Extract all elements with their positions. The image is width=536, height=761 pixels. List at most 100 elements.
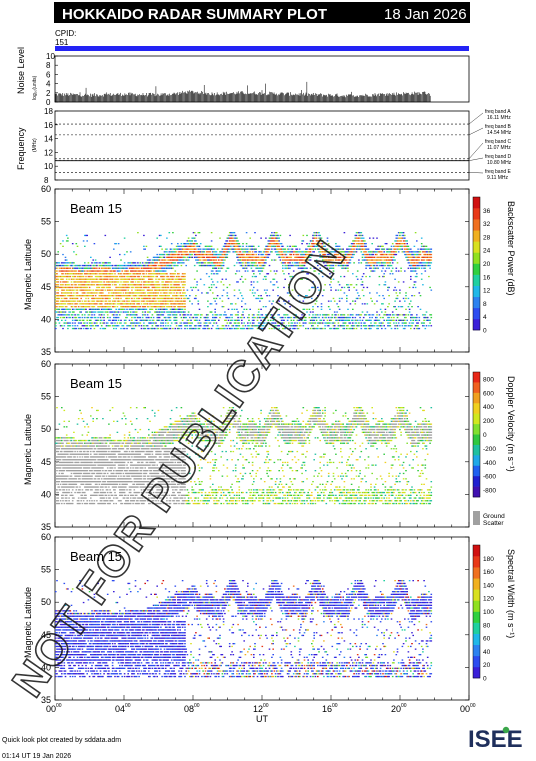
scatter-cell <box>320 240 323 242</box>
scatter-cell <box>326 262 329 264</box>
scatter-cell <box>331 316 334 319</box>
scatter-cell <box>121 295 123 297</box>
scatter-cell <box>214 314 216 316</box>
scatter-cell <box>254 259 256 261</box>
scatter-cell <box>148 278 150 280</box>
scatter-cell <box>84 267 86 269</box>
scatter-cell <box>61 262 63 264</box>
scatter-cell <box>265 251 267 253</box>
scatter-cell <box>251 251 254 253</box>
scatter-cell <box>160 245 162 247</box>
scatter-cell <box>271 240 273 242</box>
scatter-cell <box>106 297 109 300</box>
scatter-cell <box>173 256 175 258</box>
scatter-cell <box>167 284 169 286</box>
scatter-cell <box>336 245 338 247</box>
scatter-cell <box>84 278 86 280</box>
scatter-cell <box>109 311 111 313</box>
scatter-cell <box>87 264 90 267</box>
scatter-cell <box>395 289 398 291</box>
frequency-ytick-label: 12 <box>44 148 53 157</box>
scatter-cell <box>100 311 103 313</box>
scatter-cell <box>181 245 184 247</box>
scatter-cell <box>138 322 140 324</box>
scatter-cell <box>256 316 259 319</box>
scatter-cell <box>69 264 72 267</box>
scatter-cell <box>91 270 93 272</box>
scatter-cell <box>70 264 73 267</box>
scatter-cell <box>208 264 210 267</box>
scatter-cell <box>96 267 98 269</box>
scatter-cell <box>297 316 300 319</box>
scatter-cell <box>145 281 148 283</box>
scatter-cell <box>181 300 184 302</box>
scatter-cell <box>84 270 86 272</box>
scatter-cell <box>326 322 329 324</box>
scatter-cell <box>133 262 136 264</box>
scatter-cell <box>282 316 284 319</box>
scatter-cell <box>103 319 105 321</box>
scatter-cell <box>134 311 137 313</box>
scatter-cell <box>261 264 264 267</box>
scatter-cell <box>370 322 372 324</box>
scatter-cell <box>115 311 117 313</box>
scatter-cell <box>286 264 289 267</box>
scatter-cell <box>92 325 94 327</box>
scatter-cell <box>309 311 312 313</box>
scatter-cell <box>261 322 264 324</box>
scatter-cell <box>224 251 226 253</box>
scatter-cell <box>260 264 262 267</box>
scatter-cell <box>82 325 85 327</box>
scatter-cell <box>161 259 163 261</box>
scatter-cell <box>312 237 314 239</box>
scatter-cell <box>228 245 231 247</box>
scatter-cell <box>132 303 134 305</box>
scatter-cell <box>210 270 213 272</box>
scatter-cell <box>150 284 152 286</box>
scatter-cell <box>233 308 236 310</box>
scatter-cell <box>115 281 117 283</box>
scatter-cell <box>70 262 73 264</box>
scatter-cell <box>289 325 291 327</box>
scatter-cell <box>179 278 181 280</box>
scatter-cell <box>321 322 324 324</box>
scatter-cell <box>192 232 195 234</box>
scatter-cell <box>68 303 70 305</box>
scatter-cell <box>103 267 105 269</box>
scatter-cell <box>119 322 121 324</box>
scatter-cell <box>114 270 116 272</box>
scatter-cell <box>298 256 301 258</box>
scatter-cell <box>161 273 163 275</box>
scatter-cell <box>126 308 128 310</box>
scatter-cell <box>156 259 158 261</box>
scatter-cell <box>219 251 221 253</box>
scatter-cell <box>195 314 197 316</box>
scatter-cell <box>236 243 238 245</box>
scatter-cell <box>141 314 144 316</box>
scatter-cell <box>266 256 268 258</box>
scatter-cell <box>209 264 212 267</box>
scatter-cell <box>342 267 344 269</box>
scatter-cell <box>173 311 175 313</box>
scatter-cell <box>102 267 104 269</box>
scatter-cell <box>94 275 97 278</box>
scatter-cell <box>76 273 79 275</box>
scatter-cell <box>184 284 186 286</box>
scatter-cell <box>133 314 136 316</box>
scatter-cell <box>114 278 116 280</box>
scatter-cell <box>179 248 181 250</box>
scatter-cell <box>238 253 241 256</box>
scatter-cell <box>126 314 128 316</box>
scatter-cell <box>166 311 168 313</box>
scatter-cell <box>336 327 338 330</box>
scatter-cell <box>352 308 354 310</box>
scatter-cell <box>154 322 156 324</box>
scatter-cell <box>70 300 73 302</box>
scatter-cell <box>190 286 192 289</box>
scatter-cell <box>172 273 174 275</box>
scatter-cell <box>332 267 335 269</box>
scatter-cell <box>239 245 242 247</box>
scatter-cell <box>181 303 184 305</box>
scatter-cell <box>227 245 230 247</box>
scatter-cell <box>321 275 324 278</box>
